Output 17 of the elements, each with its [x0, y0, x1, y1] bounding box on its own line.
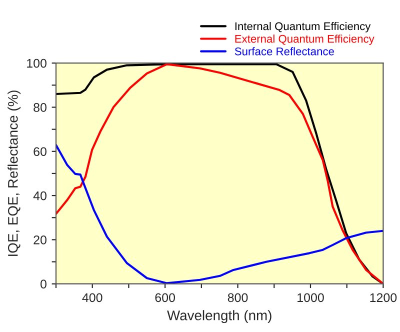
legend-label: Internal Quantum Efficiency — [235, 22, 371, 32]
y-tick-label: 80 — [34, 103, 46, 112]
y-tick-label: 0 — [40, 280, 46, 289]
x-tick-label: 600 — [155, 293, 176, 302]
x-axis-title: Wavelength (nm) — [167, 310, 272, 324]
y-tick-label: 60 — [34, 147, 46, 156]
x-tick-label: 800 — [228, 293, 248, 302]
line-series — [56, 63, 384, 284]
y-tick-label: 100 — [27, 58, 46, 68]
legend-label: Surface Reflectance — [234, 47, 334, 56]
y-tick-label: 40 — [33, 191, 46, 200]
y-axis-title: IQE, EQE, Reflectance (%) — [8, 90, 21, 256]
y-tick-label: 20 — [34, 236, 46, 244]
x-tick-label: 1200 — [370, 293, 397, 302]
x-tick-label: 1000 — [298, 293, 324, 302]
legend-label: External Quantum Efficiency — [235, 34, 374, 45]
x-tick-label: 400 — [82, 293, 102, 302]
